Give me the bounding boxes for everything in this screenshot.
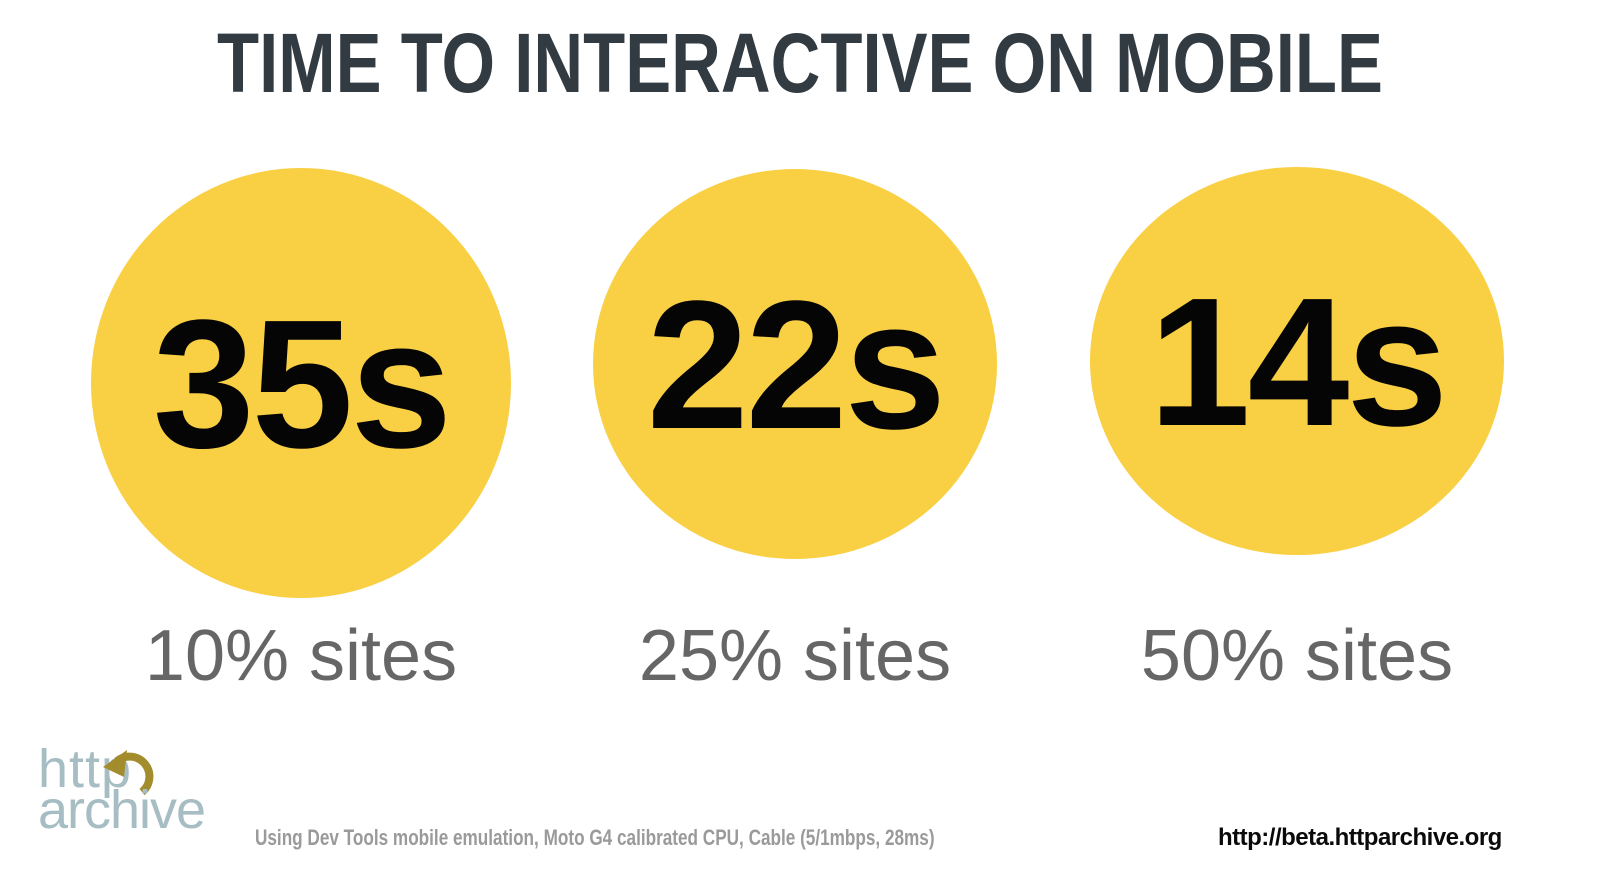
- site-url: http://beta.httparchive.org: [1218, 824, 1502, 851]
- stat-group-10-percent: 35s 10% sites: [91, 168, 511, 708]
- stat-value: 14s: [1148, 258, 1448, 464]
- stat-label: 10% sites: [144, 616, 458, 696]
- stat-group-25-percent: 22s 25% sites: [593, 169, 997, 709]
- stat-group-50-percent: 14s 50% sites: [1090, 167, 1504, 707]
- yellow-circle: 35s: [91, 168, 511, 598]
- stat-value: 22s: [646, 261, 946, 467]
- httparchive-logo: http archive: [38, 742, 268, 847]
- methodology-caption: Using Dev Tools mobile emulation, Moto G…: [255, 825, 935, 850]
- logo-text-archive: archive: [38, 780, 206, 840]
- redo-arrow-icon: [103, 750, 154, 796]
- stat-label: 50% sites: [1140, 616, 1454, 696]
- stat-label: 25% sites: [638, 616, 952, 696]
- yellow-circle: 14s: [1090, 167, 1504, 555]
- stat-value: 35s: [152, 280, 452, 486]
- yellow-circle: 22s: [593, 169, 997, 559]
- slide-title: TIME TO INTERACTIVE ON MOBILE: [217, 16, 1383, 110]
